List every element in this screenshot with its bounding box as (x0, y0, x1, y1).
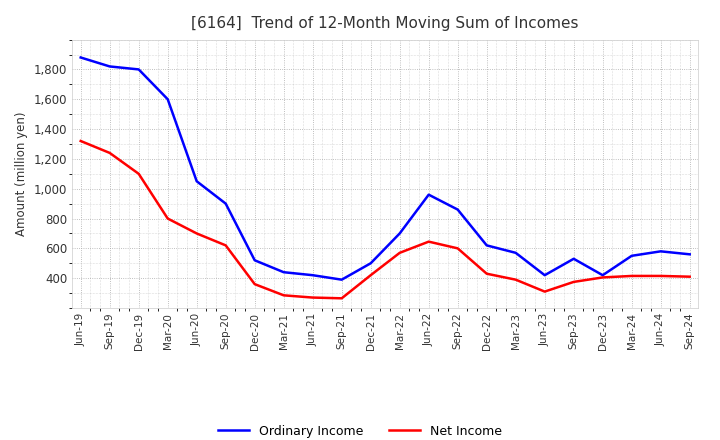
Ordinary Income (570, 256, 578, 261)
Net Income (366, 272, 375, 278)
Ordinary Income (541, 272, 549, 278)
Ordinary Income (221, 201, 230, 206)
Net Income (511, 277, 520, 282)
Net Income (395, 250, 404, 256)
Net Income (570, 279, 578, 285)
Ordinary Income (279, 270, 288, 275)
Line: Ordinary Income: Ordinary Income (81, 58, 690, 280)
Ordinary Income (308, 272, 317, 278)
Net Income (338, 296, 346, 301)
Ordinary Income (657, 249, 665, 254)
Net Income (135, 171, 143, 176)
Ordinary Income (338, 277, 346, 282)
Net Income (454, 246, 462, 251)
Ordinary Income (192, 179, 201, 184)
Net Income (657, 273, 665, 279)
Net Income (279, 293, 288, 298)
Net Income (482, 271, 491, 276)
Ordinary Income (76, 55, 85, 60)
Net Income (598, 275, 607, 280)
Net Income (627, 273, 636, 279)
Net Income (251, 282, 259, 287)
Ordinary Income (395, 231, 404, 236)
Ordinary Income (685, 252, 694, 257)
Net Income (221, 243, 230, 248)
Net Income (541, 289, 549, 294)
Line: Net Income: Net Income (81, 141, 690, 298)
Ordinary Income (105, 64, 114, 69)
Net Income (105, 150, 114, 156)
Ordinary Income (251, 258, 259, 263)
Net Income (424, 239, 433, 244)
Net Income (76, 138, 85, 143)
Ordinary Income (135, 67, 143, 72)
Legend: Ordinary Income, Net Income: Ordinary Income, Net Income (213, 420, 507, 440)
Ordinary Income (598, 272, 607, 278)
Ordinary Income (454, 207, 462, 212)
Title: [6164]  Trend of 12-Month Moving Sum of Incomes: [6164] Trend of 12-Month Moving Sum of I… (192, 16, 579, 32)
Net Income (163, 216, 172, 221)
Y-axis label: Amount (million yen): Amount (million yen) (15, 112, 28, 236)
Ordinary Income (482, 243, 491, 248)
Ordinary Income (627, 253, 636, 258)
Ordinary Income (511, 250, 520, 256)
Net Income (308, 295, 317, 300)
Ordinary Income (163, 97, 172, 102)
Ordinary Income (366, 260, 375, 266)
Net Income (685, 274, 694, 279)
Ordinary Income (424, 192, 433, 197)
Net Income (192, 231, 201, 236)
